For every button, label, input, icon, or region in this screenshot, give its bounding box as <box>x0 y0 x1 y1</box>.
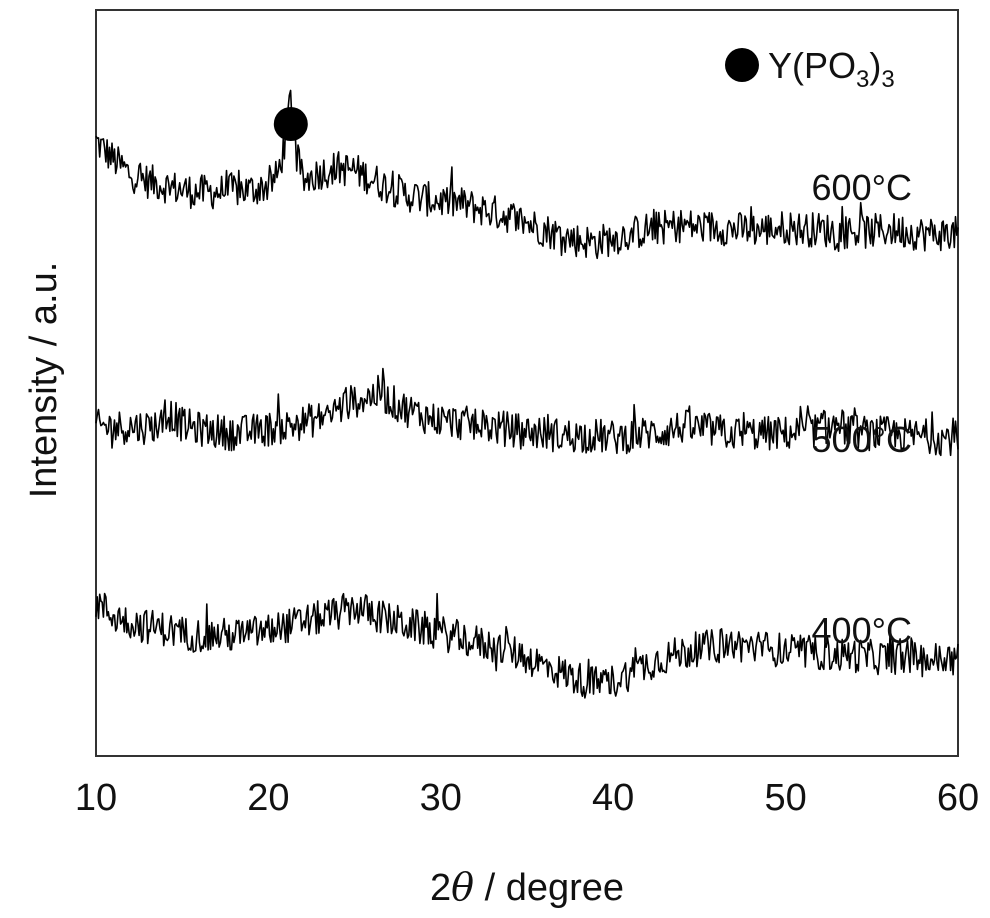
x-tick-label-20: 20 <box>247 777 289 819</box>
series-label-600: 600°C <box>812 167 912 208</box>
legend-label-paren: ) <box>869 45 881 86</box>
series-line-600 <box>95 89 959 260</box>
legend-marker-dot <box>725 48 759 82</box>
x-tick-label-50: 50 <box>764 777 806 819</box>
y-axis-title: Intensity / a.u. <box>23 262 65 499</box>
legend-label-main: Y(PO <box>768 45 856 86</box>
legend: Y(PO3)3 <box>725 45 895 93</box>
x-tick-label-60: 60 <box>937 777 979 819</box>
peak-marker-dot <box>273 107 308 141</box>
series-line-500 <box>95 367 959 457</box>
x-axis-title-symbol: θ <box>451 865 474 909</box>
series-line-400 <box>95 592 959 699</box>
x-axis-title: 2θ / degree <box>430 865 624 909</box>
x-tick-label-40: 40 <box>592 777 634 819</box>
legend-label-sub2: 3 <box>881 66 894 93</box>
x-tick-label-30: 30 <box>420 777 462 819</box>
legend-label: Y(PO3)3 <box>768 45 895 93</box>
x-axis-title-suffix: / degree <box>474 867 624 909</box>
x-axis-title-prefix: 2 <box>430 867 451 909</box>
legend-label-sub1: 3 <box>856 66 869 93</box>
plot-frame <box>95 9 959 757</box>
series-layer <box>95 89 959 699</box>
x-tick-label-10: 10 <box>75 777 117 819</box>
series-label-500: 500°C <box>812 419 912 460</box>
series-label-400: 400°C <box>812 610 912 651</box>
x-tick-labels: 10 20 30 40 50 60 <box>75 777 979 819</box>
